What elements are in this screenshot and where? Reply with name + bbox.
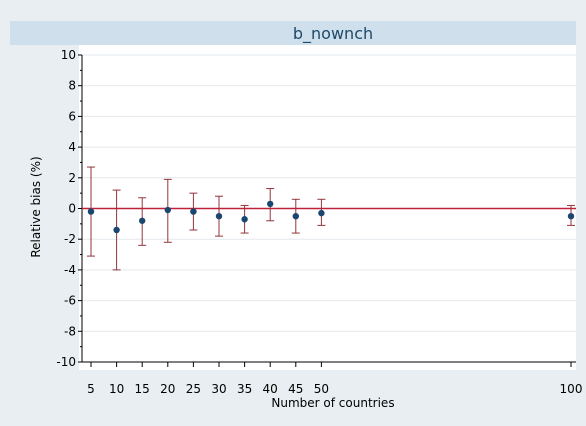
y-tick-label: 0	[68, 202, 76, 216]
y-tick-label: 6	[68, 109, 76, 123]
data-point	[267, 200, 274, 208]
data-point	[164, 206, 171, 214]
plot-area	[79, 45, 576, 370]
x-tick-label: 40	[263, 382, 278, 396]
data-point	[241, 216, 248, 223]
title-bar	[10, 21, 576, 45]
data-point	[318, 209, 325, 217]
chart-title: b_nownch	[293, 24, 373, 44]
data-point	[567, 212, 575, 220]
y-tick-label: -2	[64, 232, 76, 246]
y-tick-label: 10	[61, 48, 76, 62]
y-tick-label: -10	[56, 355, 76, 369]
y-axis-label: Relative bias (%)	[29, 156, 43, 257]
y-tick-label: -4	[64, 263, 76, 277]
x-tick-label: 15	[135, 382, 150, 396]
y-tick-label: 2	[68, 171, 76, 185]
x-tick-label: 30	[211, 382, 226, 396]
y-tick-label: 8	[68, 79, 76, 93]
data-point	[190, 208, 197, 215]
data-point	[113, 226, 120, 234]
x-tick-label: 5	[87, 382, 95, 396]
x-tick-label: 100	[560, 382, 583, 396]
x-tick-label: 25	[186, 382, 201, 396]
data-point	[292, 212, 299, 220]
y-tick-label: -8	[64, 324, 76, 338]
x-tick-label: 10	[109, 382, 124, 396]
data-point	[215, 212, 223, 220]
data-points	[87, 200, 575, 234]
x-axis-label: Number of countries	[271, 396, 394, 410]
y-tick-label: 4	[68, 140, 76, 154]
x-tick-label: 20	[160, 382, 175, 396]
y-tick-label: -6	[64, 294, 76, 308]
x-tick-label: 45	[288, 382, 303, 396]
data-point	[87, 208, 95, 215]
x-tick-label: 50	[314, 382, 329, 396]
x-tick-label: 35	[237, 382, 252, 396]
data-point	[139, 217, 146, 224]
